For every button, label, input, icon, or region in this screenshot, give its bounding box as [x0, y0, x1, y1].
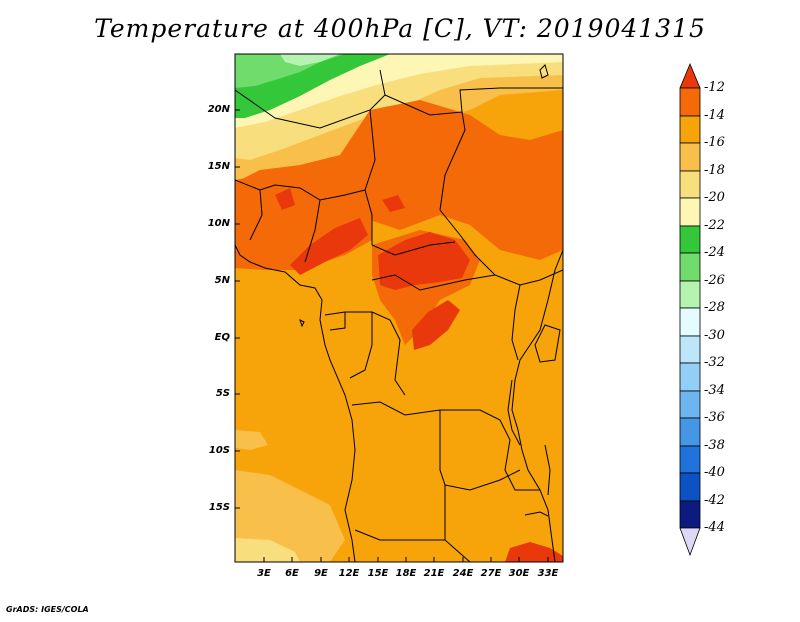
colorbar-label: -32	[704, 355, 725, 370]
lon-label: 21E	[423, 568, 445, 579]
lat-label: 15N	[207, 161, 230, 172]
lon-label: 3E	[257, 568, 271, 579]
border-n	[351, 401, 540, 491]
border-a	[235, 69, 386, 129]
colorbar-segment	[679, 500, 701, 529]
colorbar-label: -20	[704, 190, 725, 205]
credit-text: GrADS: IGES/COLA	[6, 605, 89, 614]
colorbar-segment	[679, 417, 701, 447]
field-core-12-d	[275, 188, 295, 210]
border-q	[444, 539, 471, 562]
field-core-12-a	[378, 232, 470, 290]
lat-ticks	[235, 109, 240, 509]
colorbar-label: -38	[704, 438, 725, 453]
colorbar-bottom-arrow	[679, 527, 701, 557]
colorbar-segment	[679, 197, 701, 227]
colorbar-segment	[679, 362, 701, 392]
lon-label: 27E	[480, 568, 502, 579]
colorbar-label: -40	[704, 465, 725, 480]
map-frame	[234, 53, 564, 563]
colorbar-segment	[679, 335, 701, 364]
lon-ticks	[263, 557, 549, 562]
lon-label: 15E	[367, 568, 389, 579]
lat-label: 10S	[208, 445, 230, 456]
lat-label: 15S	[208, 502, 230, 513]
lon-label: 18E	[395, 568, 417, 579]
colorbar-label: -30	[704, 328, 725, 343]
field-sw-18b	[235, 430, 268, 450]
border-j	[304, 199, 321, 263]
field-core-12-b	[290, 218, 368, 275]
border-m	[349, 312, 373, 379]
colorbar-segment	[679, 390, 701, 419]
coastline-east	[511, 249, 563, 562]
colorbar-label: -36	[704, 410, 725, 425]
border-f	[371, 241, 456, 256]
colorbar-top-arrow	[679, 62, 701, 89]
colorbar-segment	[679, 225, 701, 254]
lat-label: EQ	[214, 332, 230, 343]
colorbar-label: -34	[704, 383, 725, 398]
lat-label: 20N	[207, 104, 230, 115]
colorbar-label: -12	[704, 80, 725, 95]
colorbar-label: -24	[704, 245, 725, 260]
colorbar-label: -14	[704, 108, 725, 123]
temperature-field	[235, 54, 563, 562]
border-r	[511, 284, 521, 361]
colorbar-label: -28	[704, 300, 725, 315]
colorbar-label: -42	[704, 493, 725, 508]
island-ne	[539, 64, 549, 79]
colorbar-segment	[679, 115, 701, 144]
border-g	[371, 274, 496, 291]
colorbar-label: -26	[704, 273, 725, 288]
border-c	[459, 87, 563, 113]
colorbar-segment	[679, 472, 701, 502]
lon-label: 6E	[285, 568, 299, 579]
lon-label: 30E	[508, 568, 530, 579]
lat-label: 10N	[207, 218, 230, 229]
lake-victoria	[534, 324, 561, 363]
colorbar-segment	[679, 280, 701, 309]
field-core-12-e	[382, 195, 405, 212]
border-p	[444, 469, 521, 491]
colorbar-segment	[679, 307, 701, 337]
lat-label: 5N	[214, 275, 230, 286]
field-core-12-c	[412, 300, 460, 350]
lake-malawi	[544, 444, 551, 496]
colorbar-segment	[679, 252, 701, 282]
lat-label: 5S	[215, 388, 230, 399]
chart-title: Temperature at 400hPa [C], VT: 201904131…	[94, 14, 706, 43]
border-s	[524, 511, 549, 517]
lon-label: 33E	[537, 568, 559, 579]
colorbar-segment	[679, 87, 701, 117]
lon-label: 12E	[338, 568, 360, 579]
colorbar-segment	[679, 142, 701, 172]
lon-label: 24E	[452, 568, 474, 579]
island-bioko	[299, 319, 305, 328]
lake-tanganyika	[507, 379, 521, 446]
colorbar	[679, 62, 701, 557]
border-i	[249, 189, 263, 241]
border-b	[384, 94, 466, 211]
colorbar-segment	[679, 445, 701, 474]
coastline-west	[235, 244, 356, 562]
field-center-14	[240, 100, 563, 260]
field-sw-20	[235, 538, 300, 562]
colorbar-label: -22	[704, 218, 725, 233]
field-north-28	[280, 54, 340, 66]
colorbar-label: -16	[704, 135, 725, 150]
border-l	[329, 312, 346, 331]
colorbar-label: -44	[704, 520, 725, 535]
borders	[235, 64, 563, 562]
lon-label: 9E	[314, 568, 328, 579]
field-sw-18	[235, 470, 345, 562]
colorbar-label: -18	[704, 163, 725, 178]
colorbar-segment	[679, 170, 701, 199]
